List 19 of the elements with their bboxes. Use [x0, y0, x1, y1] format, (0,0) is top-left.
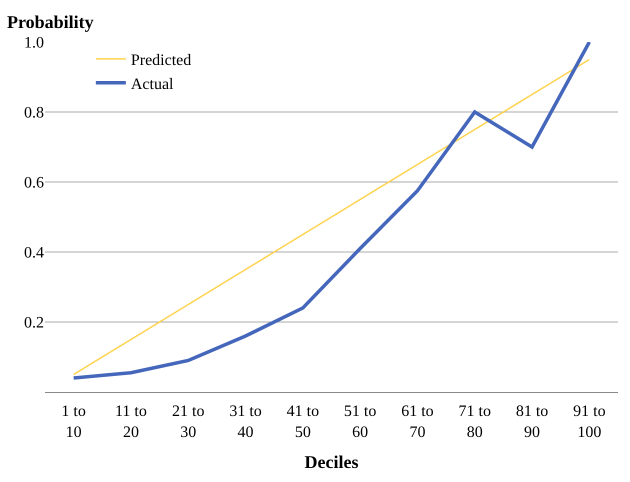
x-tick-label: 51 to 60	[344, 403, 376, 441]
x-tick-label: 1 to 10	[61, 403, 86, 441]
y-tick-label: 0.8	[24, 104, 44, 122]
x-tick-label: 91 to 100	[573, 403, 606, 441]
legend-label: Predicted	[130, 52, 192, 70]
x-tick-label: 81 to 90	[516, 403, 548, 441]
x-tick-label: 61 to 70	[401, 403, 434, 441]
x-tick-label: 11 to 20	[115, 403, 147, 441]
y-tick-label: 0.4	[24, 244, 44, 262]
x-tick-label: 21 to 30	[172, 403, 204, 441]
x-tick-label: 31 to 40	[229, 403, 262, 441]
legend-label: Actual	[130, 76, 174, 93]
x-tick-label: 71 to 80	[458, 403, 491, 441]
x-axis-title: Deciles	[304, 452, 358, 472]
y-tick-label: 0.6	[24, 174, 44, 192]
y-axis-title: Probability	[7, 12, 94, 32]
y-tick-label: 0.2	[24, 314, 44, 332]
x-tick-label: 41 to 50	[286, 403, 320, 441]
y-tick-label: 1.0	[24, 34, 44, 52]
